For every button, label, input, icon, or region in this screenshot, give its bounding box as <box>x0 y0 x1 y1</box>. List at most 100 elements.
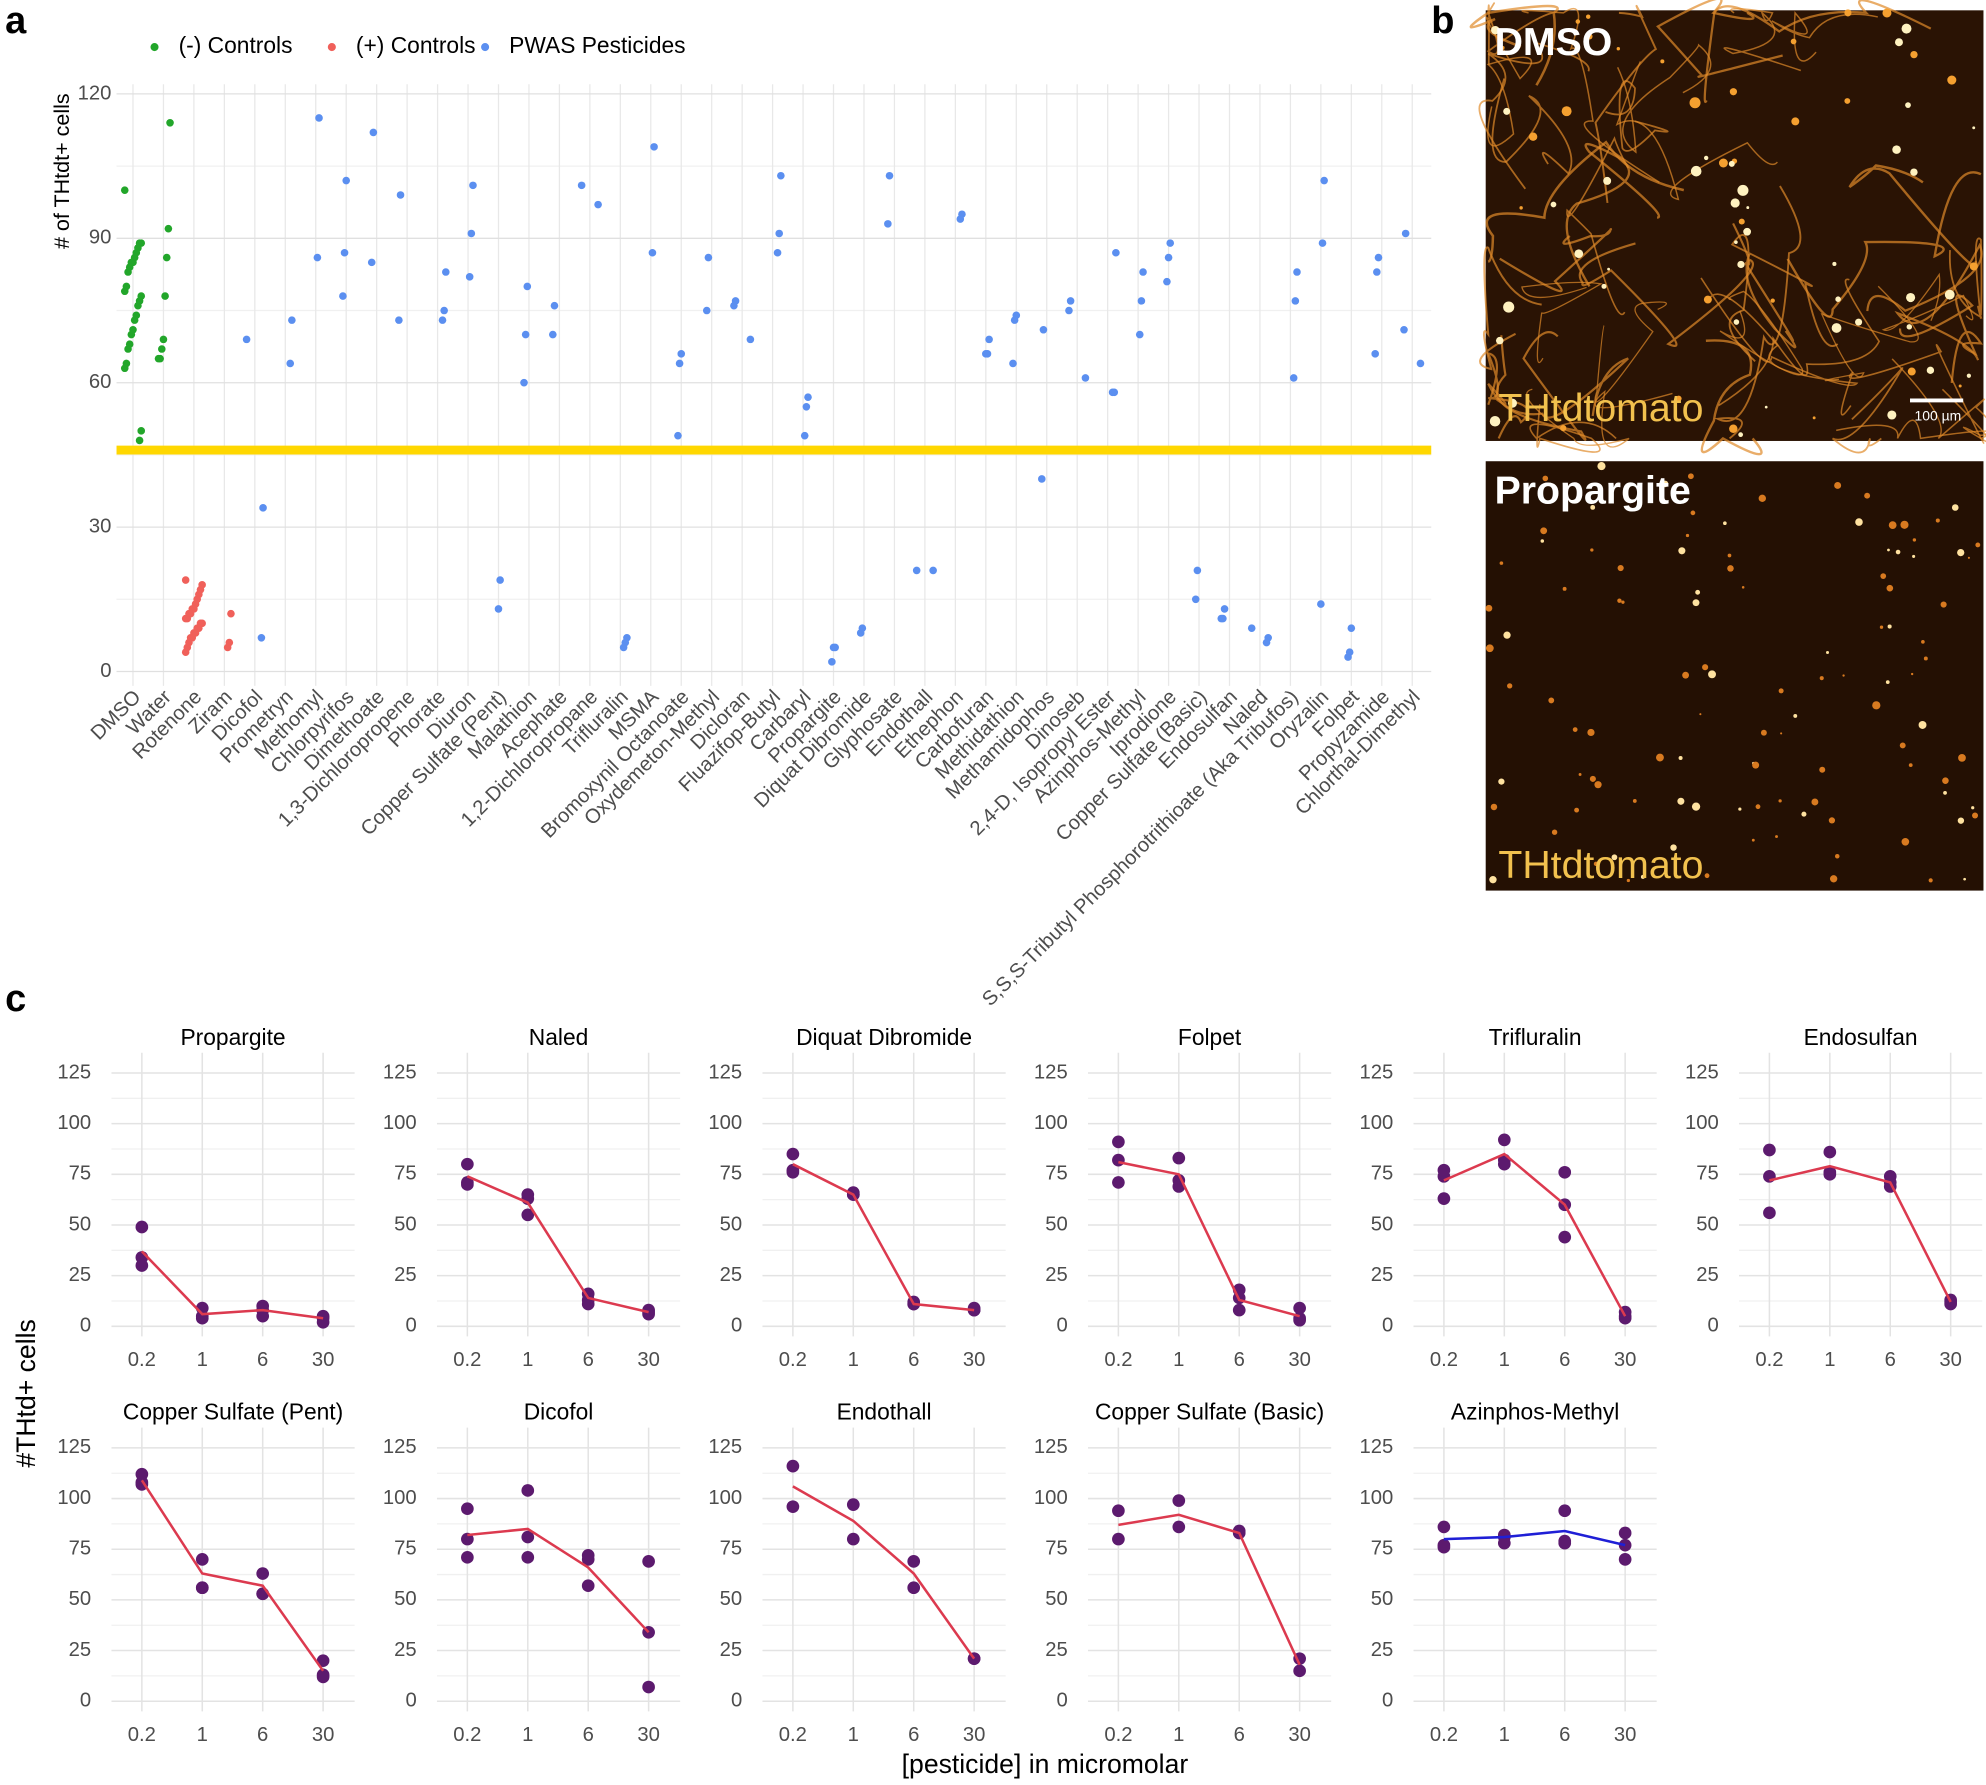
point <box>158 345 166 353</box>
debris <box>1842 674 1845 677</box>
point <box>315 114 323 122</box>
point <box>746 335 755 344</box>
point <box>1558 1230 1572 1244</box>
cell-body <box>1906 324 1913 330</box>
cell-body <box>1574 249 1584 259</box>
point <box>804 393 812 401</box>
x-tick-label: 1 <box>1824 1349 1835 1371</box>
x-tick-label: 6 <box>583 1724 594 1746</box>
debris <box>1542 475 1549 482</box>
neurite <box>1840 344 1986 443</box>
point <box>642 1680 655 1694</box>
cell-body <box>1560 425 1567 432</box>
point <box>494 605 503 613</box>
point <box>549 330 557 339</box>
cell-body <box>1944 289 1955 300</box>
point <box>195 1553 209 1566</box>
debris <box>1489 875 1497 884</box>
y-tick-label: 25 <box>69 1264 92 1286</box>
point <box>577 181 586 190</box>
cell-body <box>1703 295 1712 304</box>
debris <box>1940 601 1947 608</box>
point <box>166 118 174 127</box>
neurite <box>1529 404 1617 453</box>
y-tick-label: 25 <box>394 1264 417 1286</box>
debris <box>1819 676 1824 681</box>
debris <box>1755 804 1761 810</box>
debris <box>1793 713 1798 718</box>
point <box>521 330 530 339</box>
x-tick-label: 30 <box>1614 1724 1637 1746</box>
point <box>1193 566 1202 575</box>
point <box>461 1157 474 1171</box>
image-label: DMSO <box>1495 20 1613 64</box>
point <box>777 171 785 180</box>
debris <box>1682 671 1689 679</box>
debris <box>1540 527 1548 535</box>
debris <box>1490 803 1498 811</box>
x-tick-label: 30 <box>312 1724 335 1746</box>
y-tick-label: 100 <box>1034 1487 1068 1509</box>
debris <box>1775 835 1778 839</box>
y-tick-label: 75 <box>69 1538 92 1560</box>
point <box>1112 1135 1125 1149</box>
point <box>367 258 376 267</box>
mean-line <box>140 1250 324 1320</box>
y-tick-label: 0 <box>80 1315 91 1337</box>
debris <box>1780 732 1783 735</box>
debris <box>1752 761 1760 769</box>
point <box>127 330 136 339</box>
point <box>134 301 142 310</box>
debris <box>1677 797 1685 805</box>
cell-body <box>1844 98 1851 104</box>
point <box>982 350 990 358</box>
facet-title: Folpet <box>1178 1024 1242 1050</box>
debris <box>1661 480 1669 488</box>
cell-body <box>1519 206 1523 210</box>
cell-body <box>1738 432 1744 438</box>
mean-line <box>1118 1160 1300 1318</box>
point <box>1112 1504 1125 1518</box>
cell-body <box>1660 59 1665 64</box>
y-tick-label: 25 <box>1371 1264 1394 1286</box>
point <box>1344 653 1352 661</box>
cell-body <box>1882 8 1892 18</box>
debris <box>1912 538 1917 542</box>
y-tick-label: 50 <box>1371 1213 1394 1235</box>
x-tick-label: 0.2 <box>779 1349 807 1371</box>
y-tick-label: 50 <box>394 1213 417 1235</box>
debris <box>1899 742 1906 749</box>
point <box>137 427 146 435</box>
point <box>259 504 267 512</box>
mean-line <box>140 1479 325 1672</box>
debris <box>1957 817 1965 824</box>
point <box>594 200 602 209</box>
point <box>912 566 921 575</box>
y-tick-label: 125 <box>708 1061 742 1083</box>
point <box>1347 624 1356 632</box>
neurite <box>1848 164 1978 268</box>
y-tick-label: 25 <box>1696 1264 1719 1286</box>
point <box>730 301 738 310</box>
debris <box>1887 548 1890 552</box>
point <box>1293 1301 1306 1315</box>
cell-body <box>1835 296 1841 302</box>
point <box>956 215 965 223</box>
y-tick-label: 100 <box>1359 1487 1393 1509</box>
point <box>1497 1157 1511 1171</box>
legend-label: PWAS Pesticides <box>509 32 685 58</box>
x-tick-label: 6 <box>257 1349 268 1371</box>
x-tick-label: 0.2 <box>128 1349 156 1371</box>
point <box>786 1165 800 1179</box>
legend-swatch <box>481 43 490 52</box>
debris <box>1819 766 1826 773</box>
point <box>1166 239 1175 247</box>
legend-label: (-) Controls <box>179 32 293 58</box>
point <box>581 1553 595 1566</box>
cell-body <box>1737 184 1749 196</box>
y-tick-label: 0 <box>731 1315 742 1337</box>
point <box>520 378 528 387</box>
x-tick-label: 30 <box>637 1349 660 1371</box>
cell-body <box>1764 405 1768 409</box>
